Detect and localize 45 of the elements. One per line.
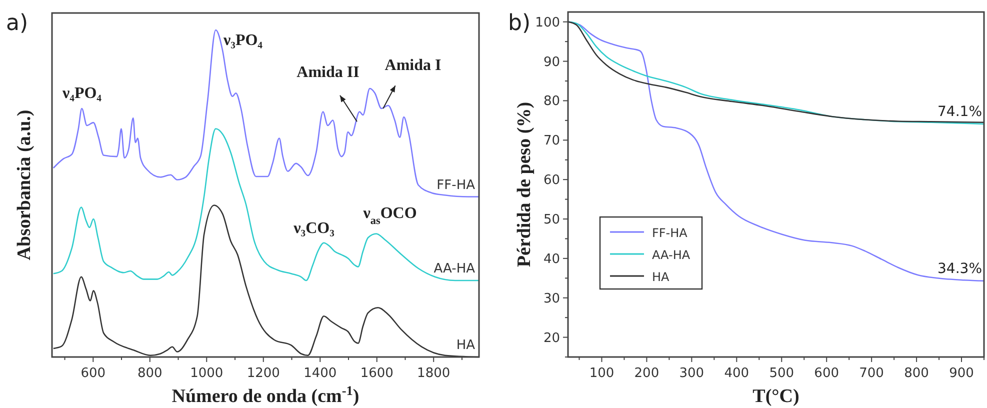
y-tick-label: 90 [543,54,560,70]
annotation: Amida I [384,57,442,74]
x-tick-label: 200 [634,366,660,381]
x-tick-label: 700 [859,366,884,381]
y-tick-label: 40 [543,252,560,267]
x-tick-label: 400 [724,366,750,381]
series-label: HA [456,338,476,353]
legend-label: AA-HA [652,248,691,262]
annotation: Amida II [296,64,360,81]
y-axis-title: Pérdida de peso (%) [514,102,535,268]
y-tick-label: 20 [543,330,560,346]
annotation: ν₃PO₄ [222,32,263,49]
y-tick-label: 60 [543,173,560,188]
annotation: 34.3% [938,260,982,277]
x-tick-label: 1400 [304,366,337,381]
x-tick-label: 100 [589,366,614,381]
y-axis-title: Absorbancia (a.u.) [14,110,35,260]
y-tick-label: 30 [543,291,560,306]
y-tick-label: 50 [543,212,560,228]
y-tick-label: 80 [543,94,560,110]
x-tick-label: 1600 [360,366,394,381]
annotation: 74.1% [938,104,982,120]
series-label: FF-HA [436,178,476,193]
x-tick-label: 800 [137,366,162,381]
annotation: ν₃CO₃ [292,220,335,237]
x-tick-label: 1800 [417,366,450,381]
legend-label: HA [652,270,670,284]
x-tick-label: 1200 [246,366,280,381]
x-tick-label: 600 [814,366,840,381]
y-tick-label: 100 [535,15,560,30]
x-tick-label: 500 [769,366,794,381]
annotation: ν₄PO₄ [62,85,102,102]
x-tick-label: 600 [80,366,106,381]
x-tick-label: 300 [679,366,704,381]
chart-title: b) [508,11,531,36]
x-axis-title: T(°C) [752,386,800,407]
x-tick-label: 1000 [190,366,224,381]
series-label: AA-HA [434,261,476,276]
annotation: ν$_{as}$OCO [362,205,417,227]
x-axis-title: Número de onda (cm$^{-1}$) [172,382,360,407]
legend-label: FF-HA [652,226,688,240]
x-tick-label: 900 [949,366,974,381]
y-tick-label: 70 [543,134,560,149]
chart-title: a) [6,11,28,36]
x-tick-label: 800 [904,366,929,381]
